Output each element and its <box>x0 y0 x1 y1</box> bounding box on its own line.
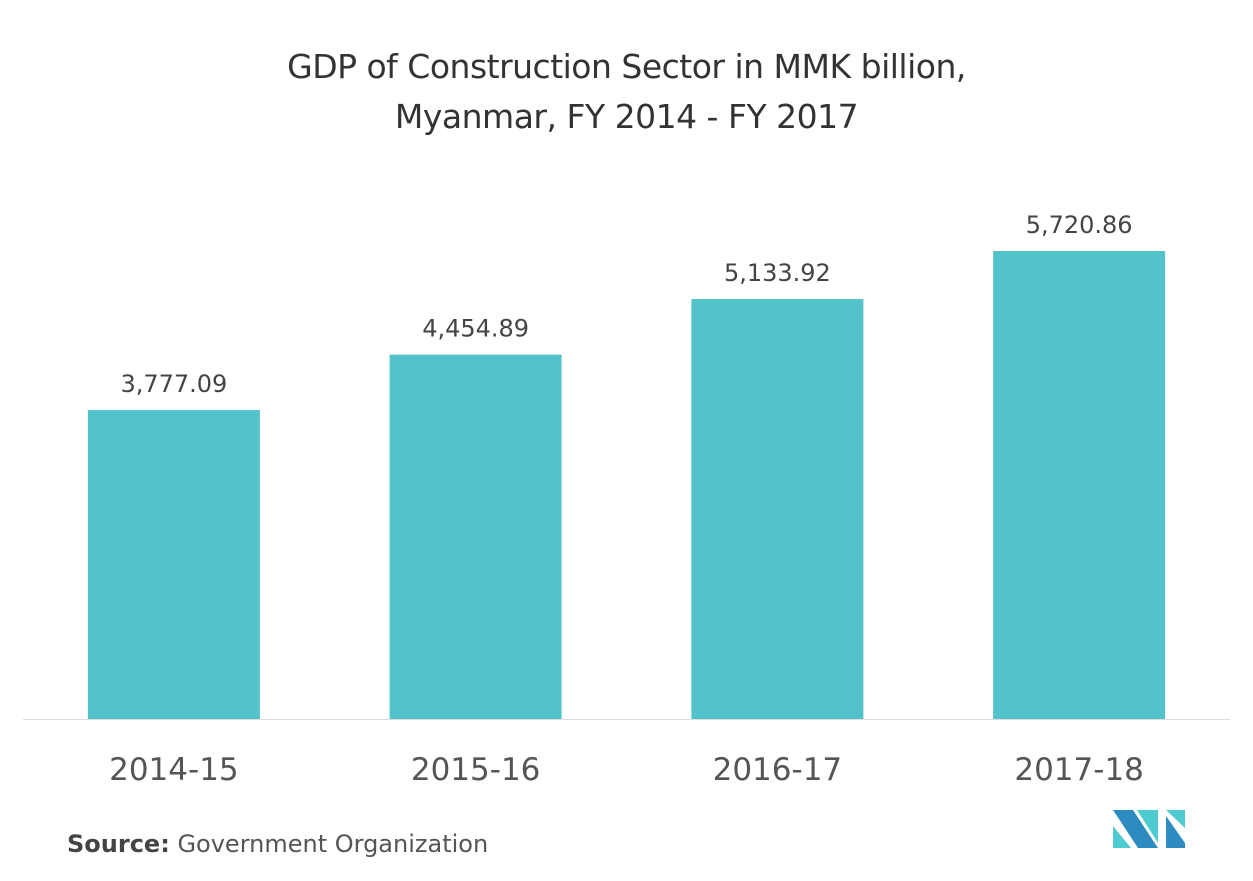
bar-2016-17 <box>691 299 864 719</box>
data-label: 5,133.92 <box>724 259 831 287</box>
data-label: 4,454.89 <box>422 315 529 343</box>
logo-shape <box>1113 826 1131 848</box>
logo-shape <box>1113 810 1158 848</box>
x-tick-label: 2016-17 <box>713 752 843 788</box>
logo-shape <box>1166 810 1185 828</box>
source-text: Government Organization <box>177 830 489 858</box>
title-line-2: Myanmar, FY 2014 - FY 2017 <box>394 97 859 136</box>
bar-2015-16 <box>389 354 562 719</box>
bar-2014-15 <box>87 410 260 719</box>
source-note: Source: Government Organization <box>67 830 488 858</box>
chart-title: GDP of Construction Sector in MMK billio… <box>0 42 1253 142</box>
data-label: 5,720.86 <box>1026 211 1133 239</box>
title-line-1: GDP of Construction Sector in MMK billio… <box>287 47 966 86</box>
source-label: Source: <box>67 830 170 858</box>
data-label: 3,777.09 <box>120 370 227 398</box>
x-tick-label: 2017-18 <box>1014 752 1144 788</box>
logo <box>1113 810 1185 848</box>
bar-2017-18 <box>993 251 1166 719</box>
x-tick-label: 2015-16 <box>411 752 541 788</box>
logo-shape <box>1166 816 1185 848</box>
x-tick-label: 2014-15 <box>109 752 239 788</box>
logo-shape <box>1137 810 1158 843</box>
